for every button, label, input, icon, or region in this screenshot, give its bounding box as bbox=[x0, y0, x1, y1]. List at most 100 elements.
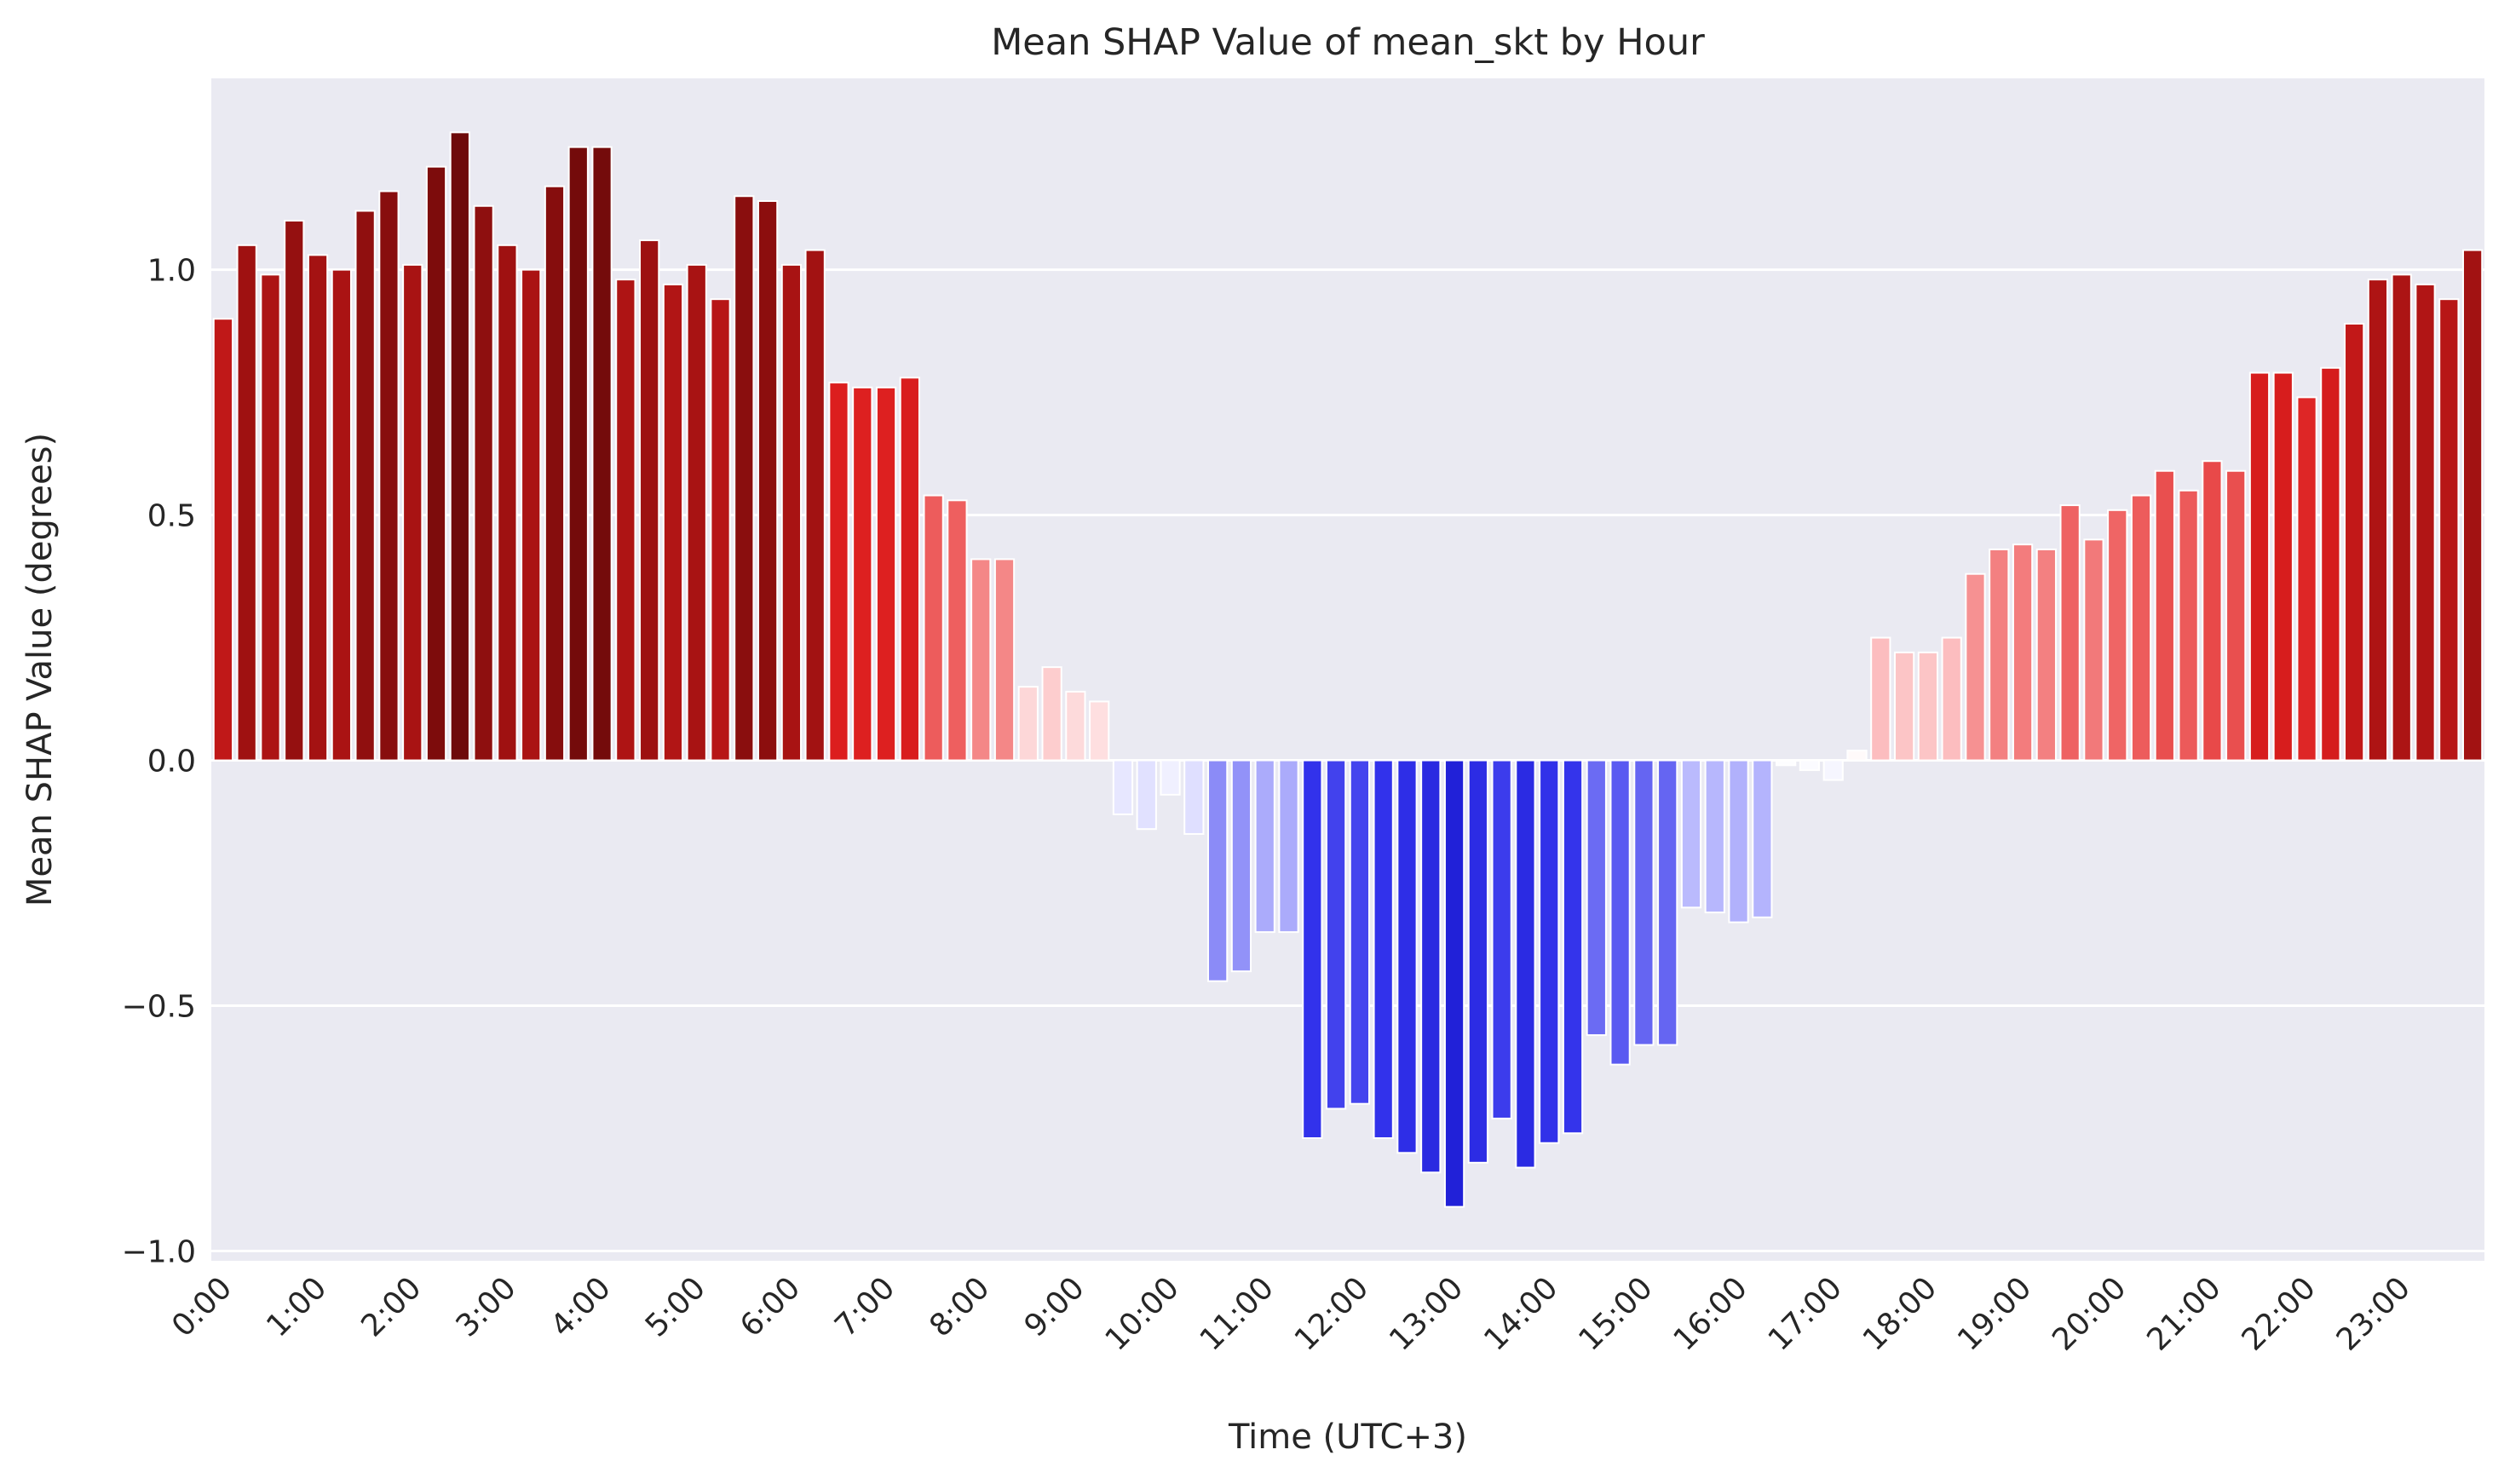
bar bbox=[497, 244, 518, 762]
bar bbox=[1230, 759, 1252, 973]
bar bbox=[1941, 636, 1962, 762]
bar bbox=[899, 377, 920, 762]
bar bbox=[1443, 759, 1465, 1208]
bar bbox=[1325, 759, 1347, 1110]
y-axis-title: Mean SHAP Value (degrees) bbox=[20, 433, 60, 906]
bar bbox=[993, 558, 1016, 762]
bar bbox=[591, 146, 613, 762]
bar bbox=[1965, 572, 1986, 762]
bar bbox=[1467, 759, 1488, 1164]
bar bbox=[1017, 686, 1039, 762]
bar bbox=[284, 220, 305, 762]
bar bbox=[567, 146, 589, 762]
bar bbox=[2083, 538, 2104, 762]
y-tick-label: −0.5 bbox=[122, 990, 196, 1025]
bar bbox=[639, 239, 660, 762]
bar bbox=[2225, 469, 2247, 762]
bar bbox=[307, 254, 329, 762]
bar bbox=[521, 268, 542, 762]
bar bbox=[2320, 366, 2341, 762]
bar bbox=[1254, 759, 1275, 934]
bar bbox=[236, 244, 257, 762]
bar bbox=[686, 263, 707, 762]
grid-lines bbox=[211, 268, 2484, 1252]
bar bbox=[1207, 759, 1229, 982]
bar bbox=[1776, 759, 1797, 767]
bar bbox=[1373, 759, 1394, 1140]
bar bbox=[1420, 759, 1442, 1174]
bar bbox=[2344, 322, 2365, 762]
bar bbox=[1728, 759, 1749, 923]
bar bbox=[1870, 636, 1891, 762]
bar bbox=[2035, 548, 2057, 762]
bar bbox=[1586, 759, 1607, 1037]
y-tick-labels: 1.0 0.5 0.0 −0.5 −1.0 bbox=[122, 254, 196, 1270]
bar bbox=[1562, 759, 1584, 1135]
bar bbox=[1680, 759, 1702, 909]
bar bbox=[2461, 249, 2484, 762]
bar bbox=[449, 131, 470, 762]
bar bbox=[757, 199, 779, 762]
bar bbox=[2059, 504, 2081, 762]
plot-area bbox=[211, 78, 2484, 1261]
bar bbox=[852, 386, 873, 762]
bar bbox=[615, 279, 636, 762]
bar bbox=[923, 494, 944, 762]
bar bbox=[2438, 298, 2460, 762]
bar bbox=[212, 318, 234, 762]
bar bbox=[260, 273, 281, 762]
bar bbox=[1183, 759, 1205, 835]
bar bbox=[1893, 651, 1915, 762]
bar bbox=[331, 268, 352, 762]
y-tick-label: 0.5 bbox=[147, 499, 196, 534]
bar bbox=[2107, 509, 2128, 762]
bar bbox=[1539, 759, 1560, 1144]
bar bbox=[2012, 544, 2034, 762]
bar bbox=[804, 249, 826, 762]
bars bbox=[212, 131, 2484, 1208]
bar bbox=[1041, 666, 1062, 762]
bar bbox=[1989, 548, 2010, 762]
bar bbox=[1633, 759, 1655, 1046]
y-tick-label: 0.0 bbox=[147, 745, 196, 779]
bar bbox=[378, 190, 400, 762]
bar bbox=[544, 185, 566, 762]
bar bbox=[402, 263, 423, 762]
bar bbox=[1065, 690, 1086, 762]
x-axis-title: Time (UTC+3) bbox=[1228, 1418, 1467, 1457]
bar bbox=[2391, 273, 2412, 762]
bar bbox=[828, 382, 849, 762]
bar bbox=[875, 386, 897, 762]
bar bbox=[1799, 759, 1821, 772]
bar bbox=[1160, 759, 1181, 796]
bar bbox=[2272, 371, 2294, 762]
bar bbox=[1302, 759, 1323, 1140]
bar bbox=[2367, 279, 2389, 762]
bar bbox=[2154, 469, 2175, 762]
bar bbox=[1396, 759, 1418, 1154]
bar bbox=[1278, 759, 1299, 934]
chart-title: Mean SHAP Value of mean_skt by Hour bbox=[991, 21, 1705, 64]
bar bbox=[1846, 750, 1868, 762]
bar bbox=[710, 298, 731, 762]
bar bbox=[1136, 759, 1157, 831]
bar bbox=[2248, 371, 2271, 762]
bar bbox=[473, 204, 494, 762]
bar bbox=[1491, 759, 1512, 1119]
bar bbox=[1752, 759, 1773, 918]
bar bbox=[2296, 396, 2317, 762]
bar bbox=[1704, 759, 1725, 914]
bar bbox=[1657, 759, 1678, 1046]
bar bbox=[1917, 651, 1939, 762]
bar bbox=[947, 499, 968, 762]
bar bbox=[1609, 759, 1631, 1066]
bar bbox=[425, 165, 447, 762]
y-tick-label: −1.0 bbox=[122, 1234, 196, 1269]
bar bbox=[1112, 759, 1134, 815]
bar bbox=[780, 263, 803, 762]
y-tick-label: 1.0 bbox=[147, 254, 196, 289]
bar bbox=[1349, 759, 1371, 1105]
bar bbox=[2178, 489, 2199, 762]
bar bbox=[2202, 460, 2223, 762]
